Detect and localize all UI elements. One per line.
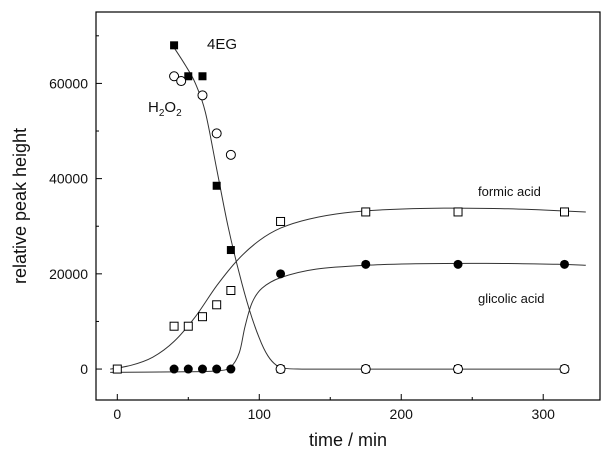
point-h2o2 xyxy=(275,364,286,375)
point-glicolic-acid xyxy=(226,364,236,374)
axis-ticks: 0 100 200 300 0 20000 40000 60000 xyxy=(49,35,556,422)
point-formic-acid xyxy=(112,364,122,374)
point-glicolic-acid xyxy=(361,259,371,269)
point-4eg xyxy=(170,41,179,50)
fit-curve-formic-acid xyxy=(110,207,586,370)
y-tick-label: 0 xyxy=(80,361,88,377)
point-formic-acid xyxy=(226,286,236,296)
point-h2o2 xyxy=(176,76,187,87)
point-h2o2 xyxy=(197,90,208,101)
y-tick-label: 60000 xyxy=(49,75,88,91)
point-glicolic-acid xyxy=(197,364,207,374)
y-tick-label: 40000 xyxy=(49,171,88,187)
label-formic-acid: formic acid xyxy=(478,184,541,199)
x-tick-label: 200 xyxy=(390,406,414,422)
point-h2o2 xyxy=(360,364,371,375)
point-glicolic-acid xyxy=(560,259,570,269)
y-tick-label: 20000 xyxy=(49,266,88,282)
point-formic-acid xyxy=(212,300,222,310)
point-glicolic-acid xyxy=(169,364,179,374)
point-glicolic-acid xyxy=(276,269,286,279)
point-4eg xyxy=(212,181,221,190)
point-formic-acid xyxy=(197,312,207,322)
point-formic-acid xyxy=(183,321,193,331)
x-tick-label: 300 xyxy=(532,406,556,422)
fit-curves xyxy=(110,47,586,373)
point-formic-acid xyxy=(453,207,463,217)
point-4eg xyxy=(226,246,235,255)
point-4eg xyxy=(198,72,207,81)
fit-curve-glicolic-acid xyxy=(110,262,586,373)
data-markers xyxy=(112,41,570,375)
point-h2o2 xyxy=(169,71,180,82)
x-tick-label: 100 xyxy=(248,406,272,422)
plot-frame xyxy=(95,11,601,401)
point-glicolic-acid xyxy=(183,364,193,374)
point-h2o2 xyxy=(559,364,570,375)
point-formic-acid xyxy=(169,321,179,331)
point-formic-acid xyxy=(560,207,570,217)
point-glicolic-acid xyxy=(212,364,222,374)
point-glicolic-acid xyxy=(453,259,463,269)
point-h2o2 xyxy=(453,364,464,375)
label-4eg: 4EG xyxy=(207,36,237,53)
x-tick-label: 0 xyxy=(113,406,121,422)
x-axis-title: time / min xyxy=(309,430,387,450)
point-h2o2 xyxy=(211,128,222,139)
point-4eg xyxy=(184,72,193,81)
label-glicolic-acid: glicolic acid xyxy=(478,291,544,306)
y-axis-title: relative peak height xyxy=(10,128,30,284)
point-h2o2 xyxy=(225,149,236,160)
point-formic-acid xyxy=(361,207,371,217)
point-formic-acid xyxy=(276,216,286,226)
label-h2o2: H2O2 xyxy=(148,99,182,119)
